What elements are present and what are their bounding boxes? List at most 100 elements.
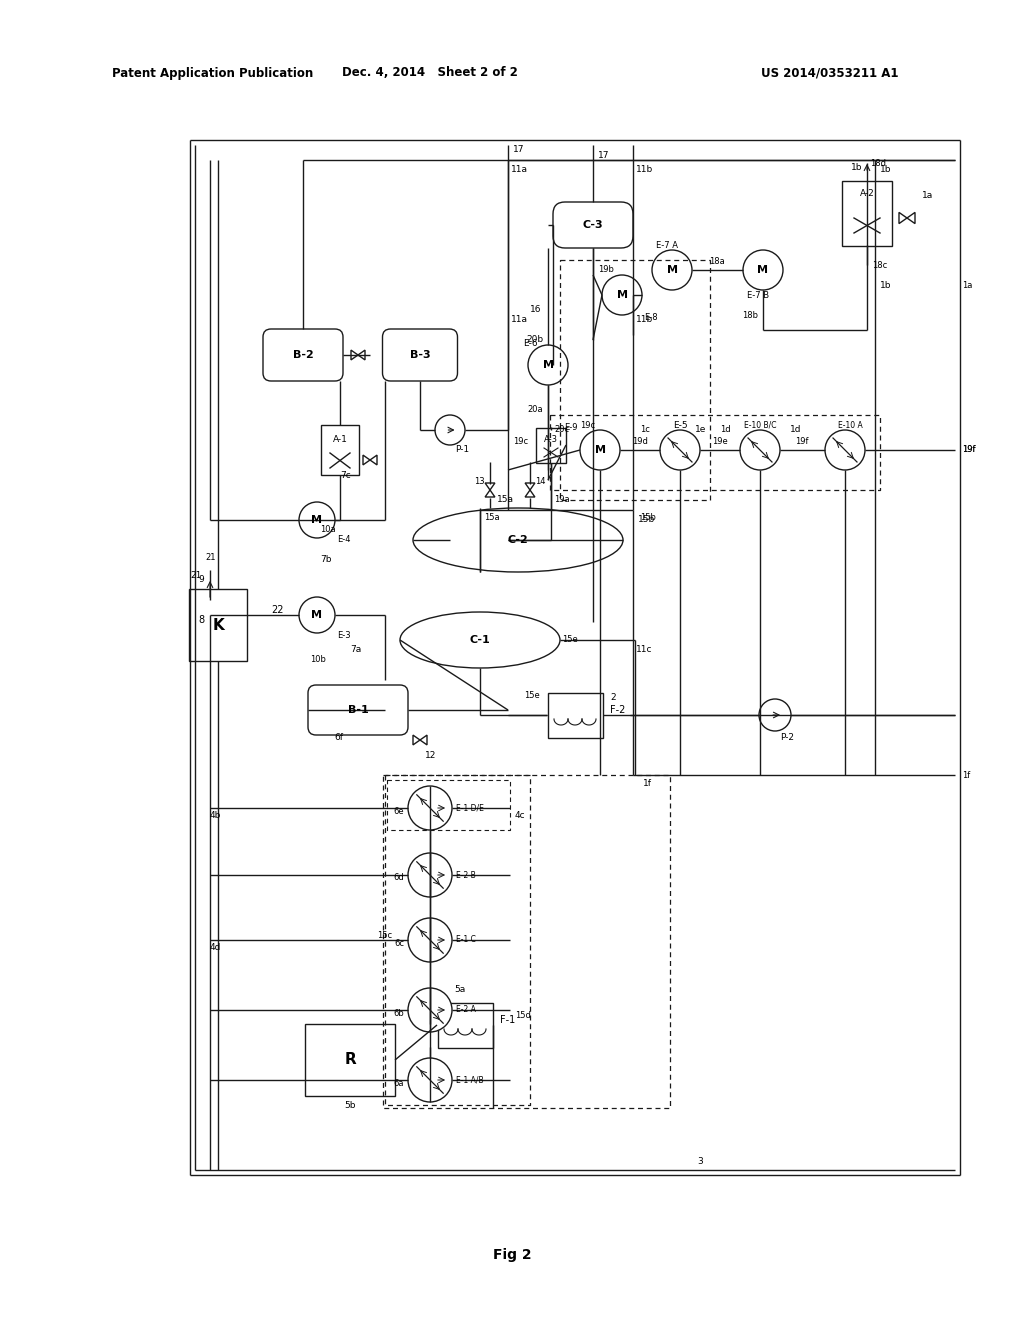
Bar [536,428,566,462]
Text: 15a: 15a [484,513,500,523]
Text: 18c: 18c [872,260,887,269]
Polygon shape [485,483,495,490]
Circle shape [660,430,700,470]
Polygon shape [899,213,907,223]
Text: E-2 A: E-2 A [456,1006,476,1015]
Text: E-1 D/E: E-1 D/E [456,804,484,813]
Text: E-10 A: E-10 A [838,421,862,429]
Polygon shape [351,350,358,360]
Text: A-3: A-3 [544,436,558,445]
Circle shape [408,917,452,962]
Polygon shape [370,455,377,465]
Text: 1a: 1a [962,281,973,289]
Text: E-5: E-5 [673,421,687,429]
Text: 1c: 1c [640,425,650,434]
Text: 18b: 18b [742,310,758,319]
Ellipse shape [413,508,623,572]
Text: 19c: 19c [580,421,595,429]
Text: B-2: B-2 [293,350,313,360]
Text: 11a: 11a [511,315,528,325]
Text: R: R [344,1052,356,1068]
Text: 19e: 19e [712,437,728,446]
Text: M: M [595,445,605,455]
Bar [189,589,247,661]
Text: 16: 16 [530,305,542,314]
Polygon shape [413,735,420,744]
Text: Dec. 4, 2014   Sheet 2 of 2: Dec. 4, 2014 Sheet 2 of 2 [342,66,518,79]
Text: 11b: 11b [636,165,653,174]
Text: P-1: P-1 [455,446,469,454]
Text: C-2: C-2 [508,535,528,545]
Text: M: M [616,290,628,300]
Text: 1b: 1b [880,281,892,289]
Text: 7b: 7b [319,556,332,565]
Text: M: M [667,265,678,275]
Text: 4c: 4c [515,812,525,821]
Text: 21: 21 [190,570,202,579]
Text: M: M [758,265,768,275]
Text: 18a: 18a [710,257,725,267]
Circle shape [408,987,452,1032]
Bar [548,693,602,738]
Text: E-7 B: E-7 B [746,290,769,300]
Polygon shape [525,483,535,490]
Text: 15b: 15b [638,516,655,524]
Text: 21: 21 [205,553,215,562]
Text: 20b: 20b [526,335,543,345]
Text: 17: 17 [513,145,524,154]
Polygon shape [362,455,370,465]
Text: E-10 B/C: E-10 B/C [743,421,776,429]
Polygon shape [525,490,535,498]
Text: 15c: 15c [377,931,392,940]
Text: 5a: 5a [455,986,466,994]
Text: 12: 12 [425,751,436,759]
Text: 7c: 7c [340,470,351,479]
Text: 8: 8 [198,615,204,624]
Text: 7a: 7a [350,645,361,655]
Text: 15e: 15e [524,690,540,700]
Text: 1b: 1b [851,164,862,173]
Text: 19c: 19c [513,437,528,446]
Text: M: M [311,610,323,620]
Text: P-2: P-2 [780,733,794,742]
Bar [437,1002,493,1048]
Text: E-1 A/B: E-1 A/B [456,1076,483,1085]
Text: 20c: 20c [554,425,569,434]
Text: 6c: 6c [394,939,404,948]
Polygon shape [420,735,427,744]
Text: 4b: 4b [210,812,221,821]
Text: 15a: 15a [497,495,513,504]
Text: 10b: 10b [310,656,326,664]
Circle shape [408,1059,452,1102]
Text: Fig 2: Fig 2 [493,1247,531,1262]
Text: F-2: F-2 [610,705,626,715]
Circle shape [299,502,335,539]
Bar [321,425,359,475]
Text: A-2: A-2 [859,189,874,198]
FancyBboxPatch shape [383,329,458,381]
Polygon shape [485,490,495,498]
Text: 1a: 1a [922,190,933,199]
Circle shape [528,345,568,385]
Text: E-9: E-9 [564,424,578,433]
Text: E-4: E-4 [337,536,350,544]
Text: M: M [311,515,323,525]
Text: 2: 2 [610,693,615,701]
Circle shape [743,249,783,290]
Circle shape [408,785,452,830]
Text: 13: 13 [474,478,485,487]
Bar [305,1024,395,1096]
Text: 6e: 6e [393,807,404,816]
Text: 1d: 1d [790,425,802,434]
Text: 5b: 5b [344,1101,355,1110]
Text: 11a: 11a [511,165,528,174]
Text: 15d: 15d [515,1011,530,1019]
Text: E-1 C: E-1 C [456,936,476,945]
Circle shape [602,275,642,315]
Text: 1d: 1d [720,425,731,434]
Text: 1b: 1b [880,165,892,174]
Text: 17: 17 [598,150,609,160]
Text: K: K [212,618,224,632]
Text: E-6: E-6 [523,338,538,347]
Circle shape [740,430,780,470]
